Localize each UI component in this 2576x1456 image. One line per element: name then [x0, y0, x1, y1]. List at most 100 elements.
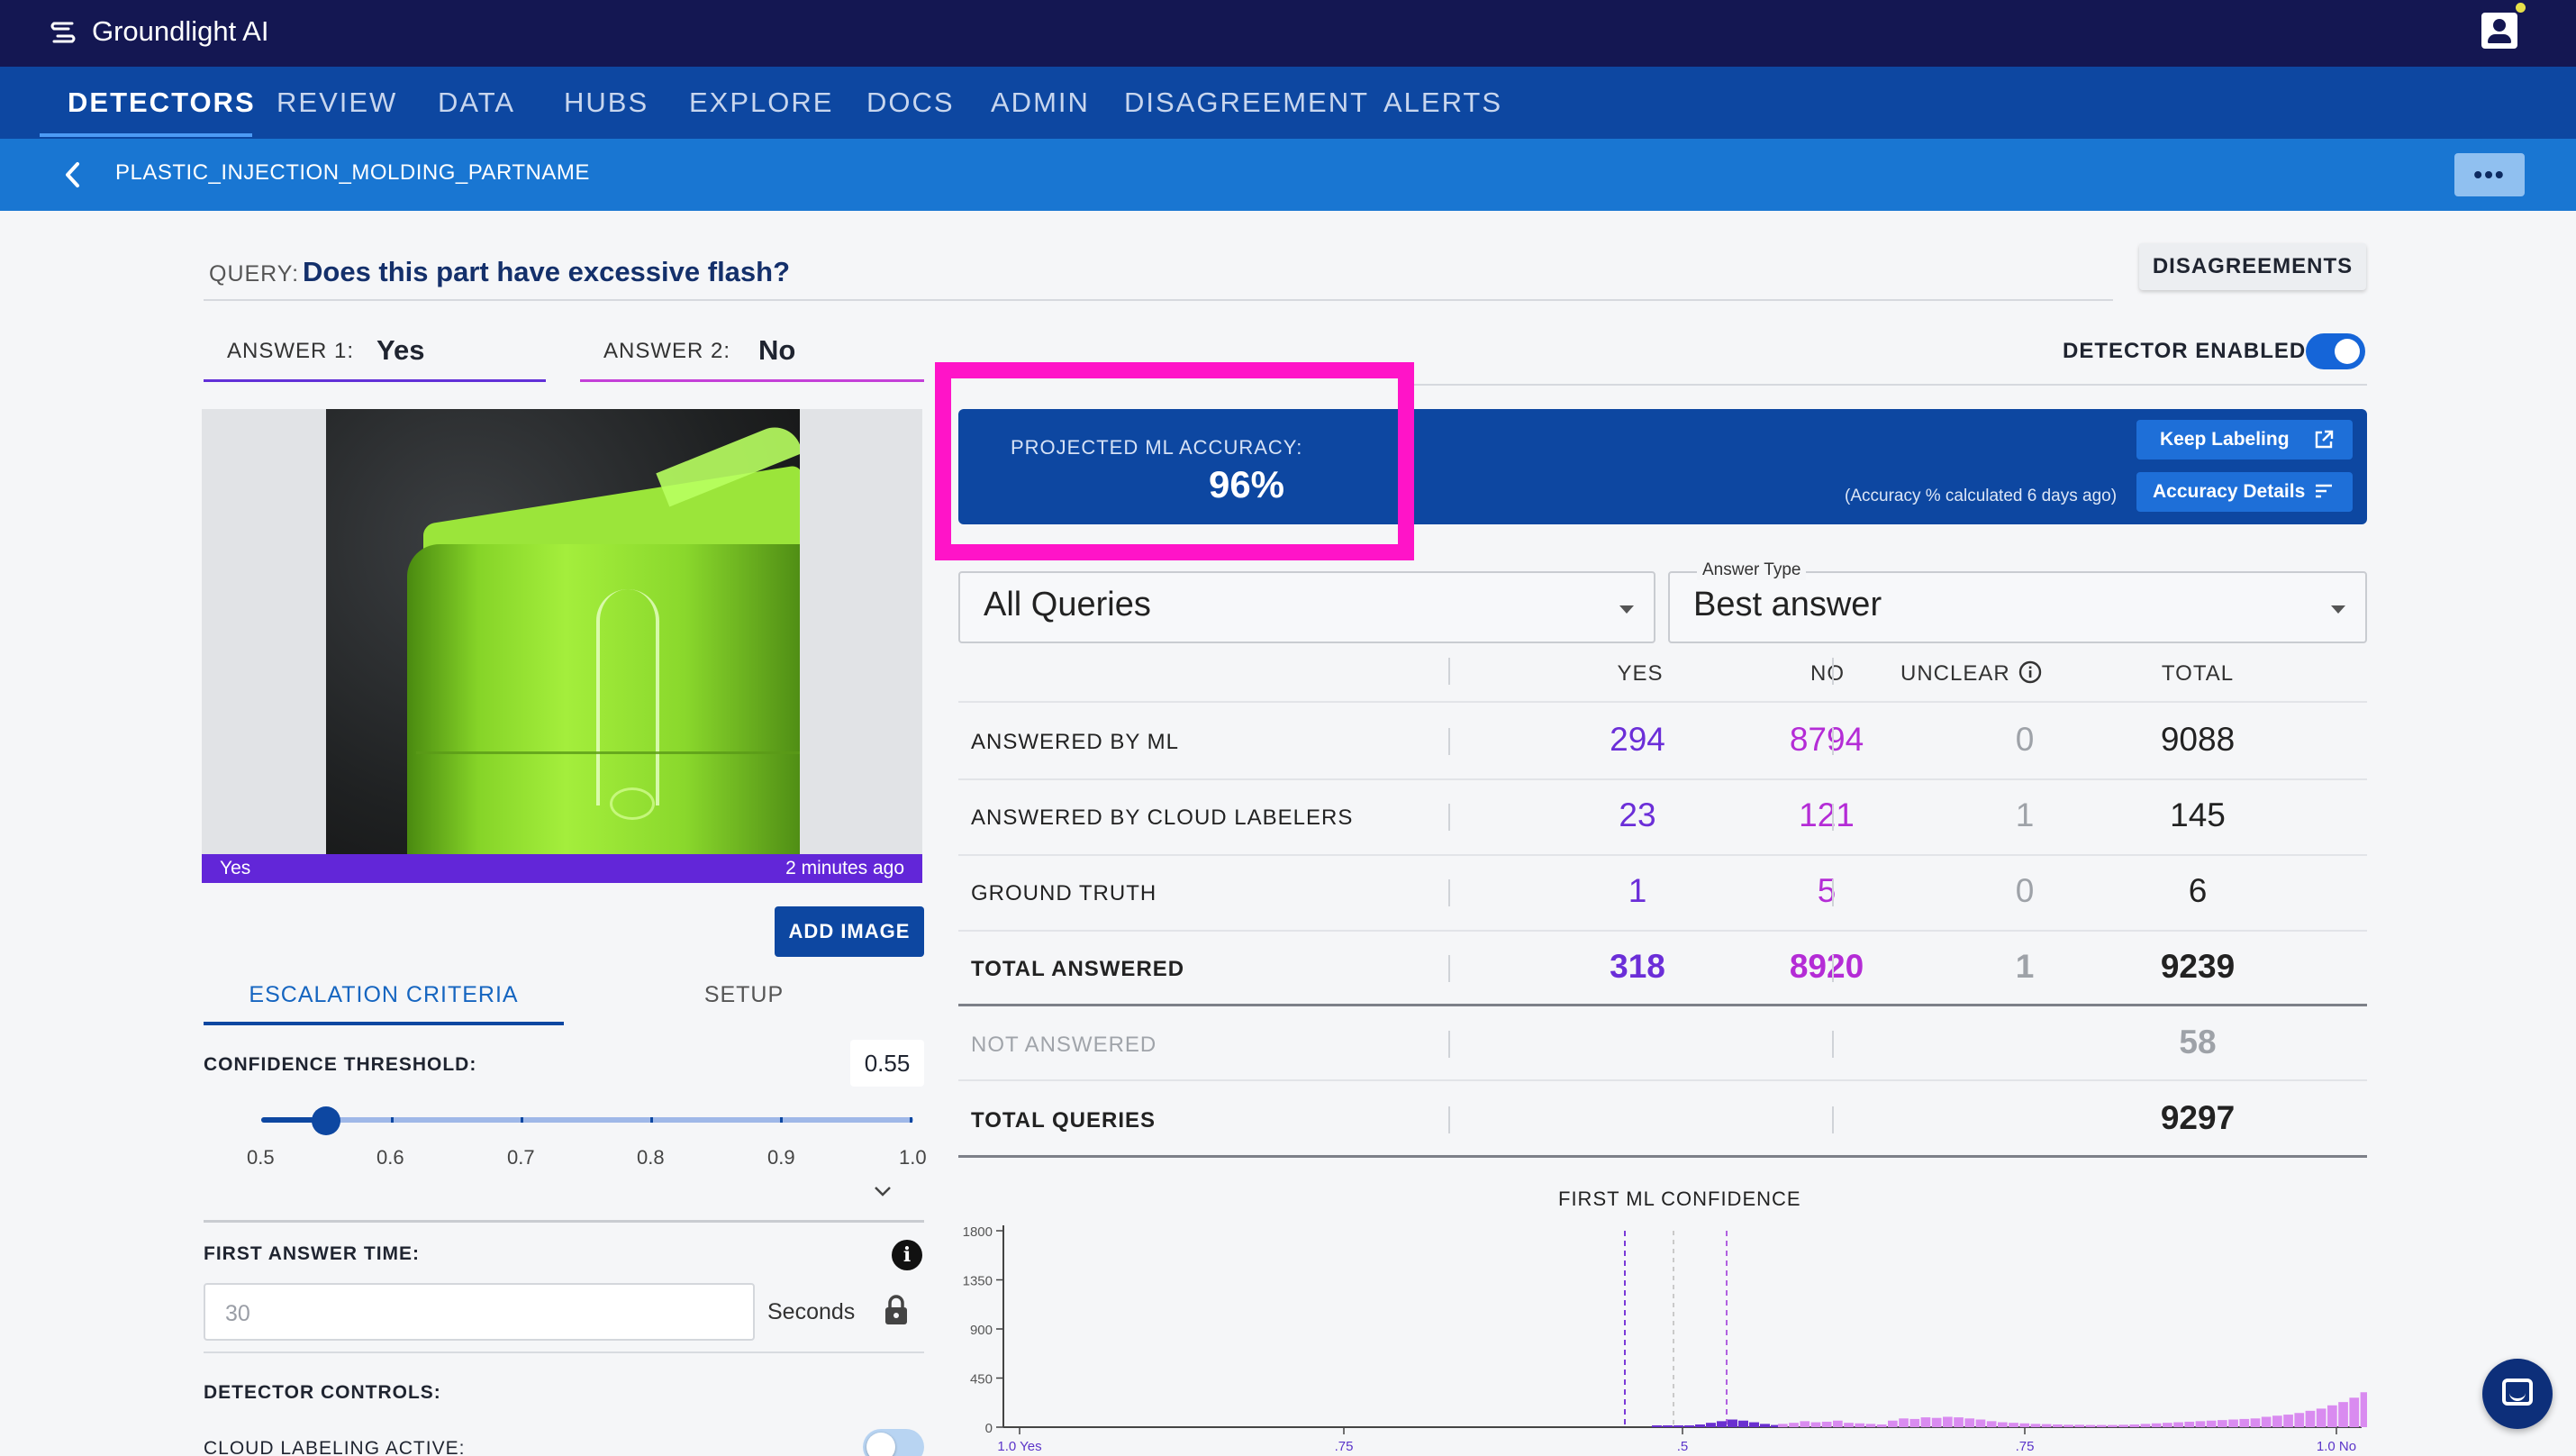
nav-review[interactable]: REVIEW	[277, 86, 398, 118]
query-image[interactable]	[202, 409, 922, 854]
keep-labeling-button[interactable]: Keep Labeling	[2136, 420, 2353, 460]
nav-data[interactable]: DATA	[438, 86, 516, 118]
nav-admin[interactable]: ADMIN	[991, 86, 1090, 118]
info-icon[interactable]: i	[892, 1240, 922, 1270]
chat-support-button[interactable]	[2482, 1359, 2553, 1429]
divider	[204, 1220, 924, 1223]
cell-yes: 1	[1628, 872, 1647, 909]
slider-tick	[521, 1117, 523, 1123]
histogram-bar-yes	[1695, 1424, 1705, 1427]
detector-header: PLASTIC_INJECTION_MOLDING_PARTNAME •••	[0, 139, 2576, 211]
histogram-bar-no	[1800, 1421, 1810, 1427]
cell-total: 9239	[2160, 948, 2236, 985]
row-label: TOTAL ANSWERED	[971, 957, 1185, 981]
column-separator	[1832, 1031, 1834, 1058]
histogram-bar-no	[2108, 1424, 2118, 1427]
row-divider	[958, 1155, 2367, 1158]
sort-lines-icon	[2316, 484, 2332, 498]
histogram-bar-no	[2250, 1418, 2261, 1427]
cell-yes: 294	[1610, 721, 1665, 758]
column-separator	[1832, 728, 1834, 755]
accuracy-details-button[interactable]: Accuracy Details	[2136, 472, 2353, 512]
histogram-bar-yes	[1760, 1424, 1770, 1427]
histogram-bar-no	[2195, 1421, 2206, 1427]
column-separator	[1832, 879, 1834, 906]
y-tick-label: 900	[970, 1323, 993, 1338]
more-options-button[interactable]: •••	[2454, 153, 2525, 196]
answer-type-select[interactable]: Answer Type Best answer	[1668, 560, 2367, 643]
confidence-slider-track[interactable]	[261, 1117, 913, 1123]
detector-controls-label: DETECTOR CONTROLS:	[204, 1382, 441, 1403]
chevron-down-icon[interactable]	[872, 1180, 893, 1202]
col-header-no: NO	[1810, 661, 1845, 686]
nav-hubs[interactable]: HUBS	[564, 86, 649, 118]
nav-explore[interactable]: EXPLORE	[689, 86, 834, 118]
confidence-threshold-label: CONFIDENCE THRESHOLD:	[204, 1054, 477, 1075]
nav-alerts[interactable]: ALERTS	[1383, 86, 1503, 118]
histogram-bar-no	[2283, 1415, 2293, 1427]
histogram-bar-no	[1855, 1423, 1865, 1427]
histogram-bar-no	[1943, 1416, 1953, 1427]
column-separator	[1448, 804, 1450, 831]
cell-total: 9297	[2160, 1099, 2236, 1136]
table-row-total-queries: TOTAL QUERIES 9297	[958, 1081, 2367, 1157]
histogram-bar-yes	[1738, 1420, 1748, 1427]
cell-unclear: 0	[2015, 721, 2035, 758]
histogram-bar-no	[1920, 1417, 1931, 1427]
histogram-bar-no	[1998, 1422, 2008, 1427]
answer-type-label: Answer Type	[1697, 560, 1807, 580]
col-header-yes: YES	[1617, 661, 1664, 686]
histogram-bar-no	[1876, 1424, 1887, 1427]
tab-setup[interactable]: SETUP	[703, 982, 785, 1007]
cloud-labeling-toggle[interactable]	[863, 1429, 924, 1456]
confidence-threshold-input[interactable]: 0.55	[850, 1040, 924, 1087]
histogram-bar-no	[2163, 1423, 2172, 1427]
row-divider	[958, 778, 2367, 780]
histogram-bar-yes	[1684, 1425, 1694, 1427]
histogram-bar-no	[2074, 1424, 2085, 1427]
histogram-bar-no	[2272, 1415, 2282, 1427]
histogram-bar-yes	[1771, 1424, 1781, 1427]
histogram-bar-yes	[1663, 1425, 1673, 1427]
slider-tick	[910, 1117, 912, 1123]
first-answer-time-input[interactable]: 30	[204, 1283, 755, 1341]
row-label: GROUND TRUTH	[971, 881, 1157, 905]
table-row: ANSWERED BY ML 294 8794 0 9088	[958, 703, 2367, 778]
histogram-bar-no	[1844, 1423, 1854, 1427]
histogram-bar-no	[2184, 1421, 2195, 1427]
histogram-bar-no	[1931, 1417, 1942, 1427]
detector-enabled-toggle[interactable]	[2306, 333, 2365, 369]
nav-detectors[interactable]: DETECTORS	[68, 86, 256, 118]
groundlight-logo-icon	[50, 22, 76, 43]
add-image-button[interactable]: ADD IMAGE	[775, 906, 924, 957]
query-text[interactable]: Does this part have excessive flash?	[303, 256, 791, 287]
cell-yes: 23	[1619, 796, 1656, 833]
slider-tick	[650, 1117, 653, 1123]
table-row-not-answered: NOT ANSWERED 58	[958, 1006, 2367, 1081]
histogram-bar-no	[1888, 1420, 1898, 1427]
histogram-bar-no	[1821, 1421, 1832, 1427]
histogram-bar-no	[2305, 1410, 2316, 1427]
nav-disagreement[interactable]: DISAGREEMENT	[1124, 86, 1370, 118]
account-icon[interactable]	[2481, 13, 2517, 49]
histogram-bar-no	[1986, 1421, 1997, 1427]
histogram-bar-no	[2360, 1392, 2367, 1427]
histogram-bar-no	[2064, 1424, 2073, 1427]
confidence-slider-thumb[interactable]	[312, 1106, 340, 1135]
histogram-bar-no	[2140, 1424, 2151, 1427]
histogram-bar-yes	[1728, 1419, 1737, 1427]
slider-tick-label: 0.5	[247, 1146, 275, 1169]
histogram-bar-no	[1954, 1417, 1964, 1427]
projected-accuracy-label: PROJECTED ML ACCURACY:	[1011, 436, 1303, 459]
info-outline-icon[interactable]	[2018, 660, 2043, 685]
nav-docs[interactable]: DOCS	[866, 86, 955, 118]
back-arrow-icon[interactable]	[58, 159, 90, 191]
projected-accuracy-value: 96%	[1208, 463, 1285, 505]
top-bar: Groundlight AI	[0, 0, 2576, 67]
tab-escalation-criteria[interactable]: ESCALATION CRITERIA	[204, 975, 564, 1025]
histogram-bar-no	[1964, 1418, 1975, 1427]
histogram-bar-no	[2129, 1424, 2140, 1427]
queries-filter-select[interactable]: All Queries	[958, 571, 1655, 643]
cell-yes: 318	[1610, 948, 1665, 985]
disagreements-button[interactable]: DISAGREEMENTS	[2139, 243, 2366, 290]
